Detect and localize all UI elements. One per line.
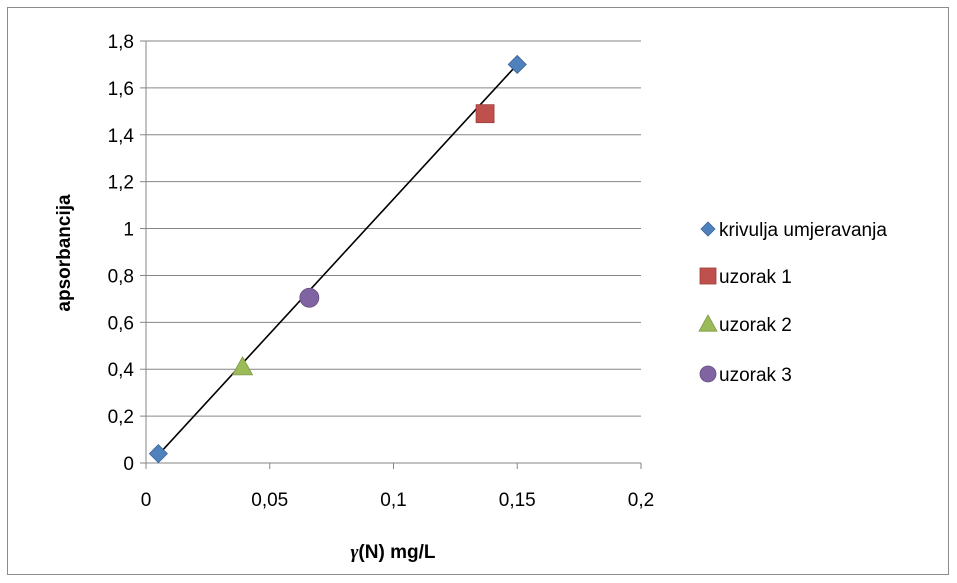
circle-marker-icon xyxy=(699,365,717,383)
triangle-marker-icon xyxy=(698,314,718,332)
legend-label: uzorak 1 xyxy=(719,267,792,288)
gridlines xyxy=(146,40,641,417)
legend-label: uzorak 3 xyxy=(719,365,792,386)
y-tick-label: 0,2 xyxy=(108,407,134,428)
legend-item: uzorak 2 xyxy=(698,314,792,336)
x-tick-label: 0,1 xyxy=(380,490,406,511)
y-axis-title: apsorbancija xyxy=(54,194,75,312)
axes xyxy=(140,40,642,469)
y-tick-label: 1 xyxy=(123,220,134,241)
y-tick-label: 0,8 xyxy=(108,266,134,287)
x-tick-label: 0 xyxy=(141,490,152,511)
data-point xyxy=(148,444,168,464)
y-tick-label: 1,6 xyxy=(108,79,134,100)
trendline-layer xyxy=(157,63,518,456)
tick-labels: 0 0,2 0,4 0,6 0,8 1 1,2 1,4 1,6 1,8 0 0,05 0,1 0,15 0,… xyxy=(108,32,655,511)
legend-item: krivulja umjeravanja xyxy=(700,220,887,241)
data-point xyxy=(507,54,527,75)
legend-label: krivulja umjeravanja xyxy=(719,220,887,241)
trendline xyxy=(157,63,518,456)
diamond-marker-icon xyxy=(700,221,716,237)
chart-frame xyxy=(7,7,949,575)
data-points xyxy=(148,54,527,464)
y-tick-label: 1,4 xyxy=(108,126,135,147)
x-tick-label: 0,2 xyxy=(628,490,654,511)
x-axis-symbol: γ xyxy=(351,542,359,563)
data-point xyxy=(231,356,254,376)
x-axis-label-text: (N) mg/L xyxy=(358,542,435,563)
y-tick-label: 0,6 xyxy=(108,313,134,334)
x-tick-label: 0,05 xyxy=(251,490,288,511)
y-tick-label: 0,4 xyxy=(108,360,135,381)
legend: krivulja umjeravanja uzorak 1 uzorak 2 uzor… xyxy=(698,220,887,386)
data-point xyxy=(299,287,320,308)
legend-item: uzorak 1 xyxy=(699,267,792,288)
square-marker-icon xyxy=(699,267,717,285)
legend-label: uzorak 2 xyxy=(719,315,792,336)
y-tick-label: 1,8 xyxy=(108,32,134,53)
legend-item: uzorak 3 xyxy=(699,365,792,386)
y-tick-label: 1,2 xyxy=(108,173,134,194)
x-tick-label: 0,15 xyxy=(499,490,536,511)
data-point xyxy=(475,104,495,124)
y-tick-label: 0 xyxy=(123,454,134,475)
x-axis-title: γ(N) mg/L xyxy=(351,542,436,563)
